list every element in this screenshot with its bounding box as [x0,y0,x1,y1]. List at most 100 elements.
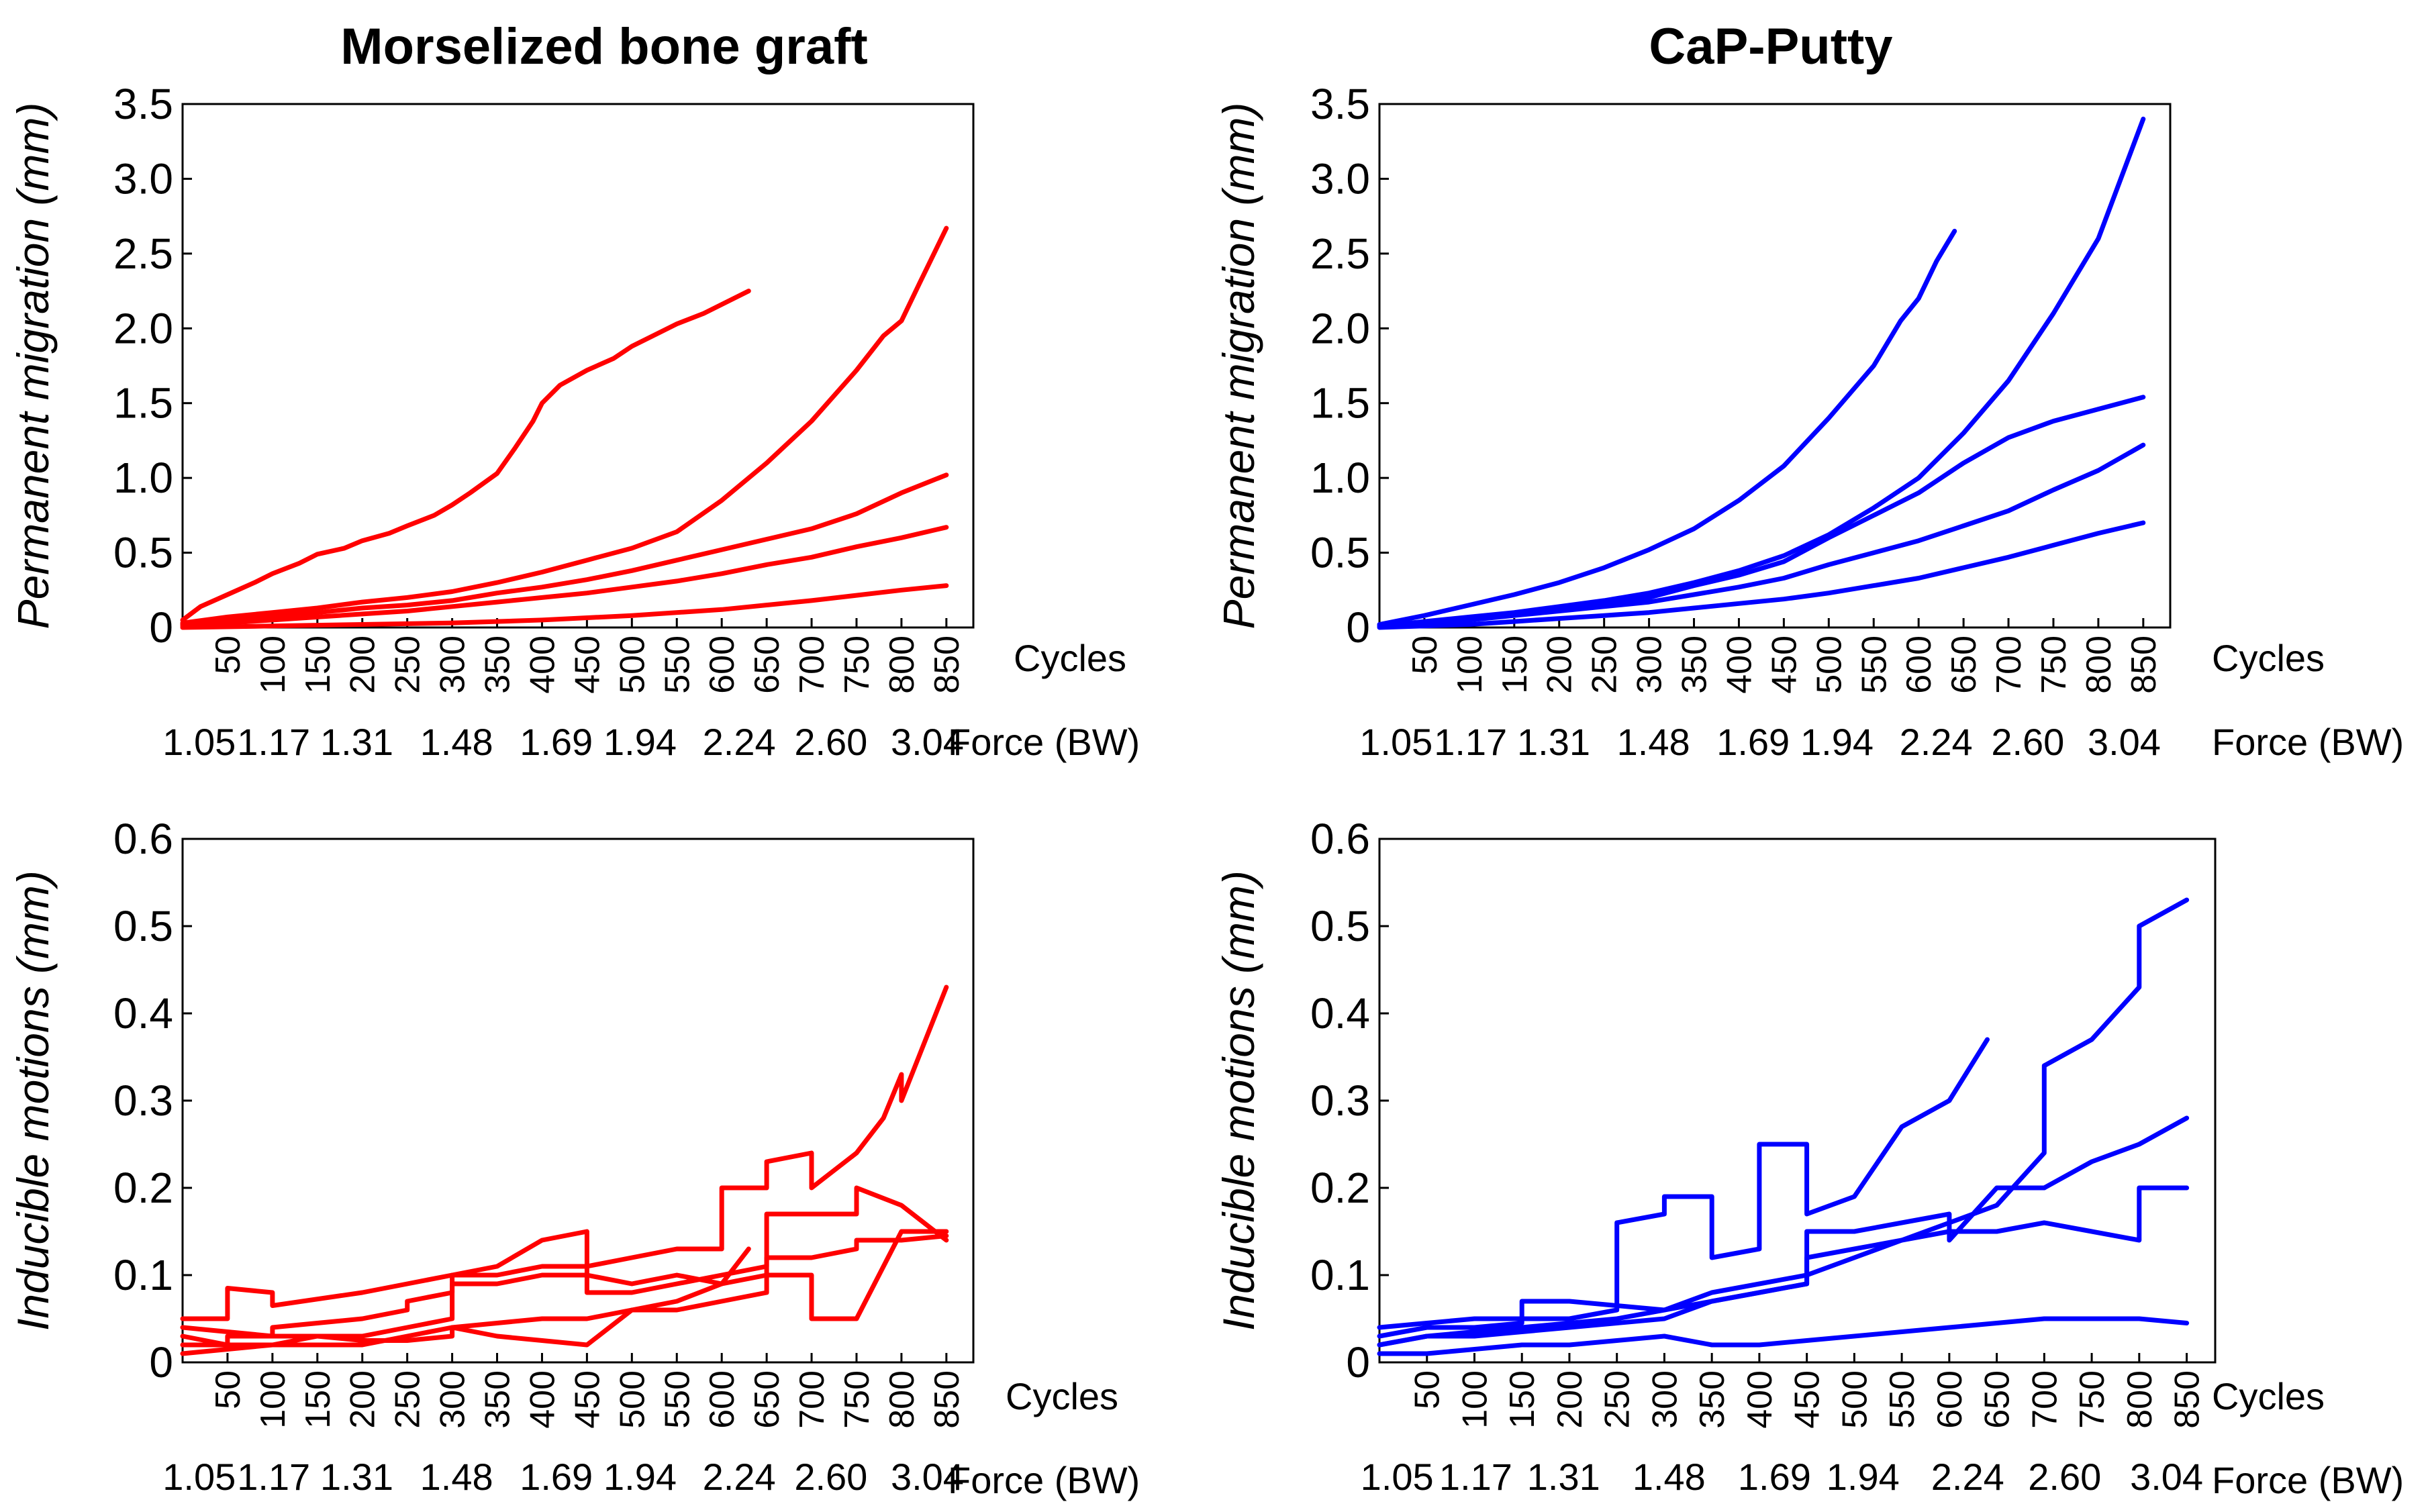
y-tick-label: 0.2 [113,1164,173,1212]
force-tick-label: 1.48 [1633,1456,1706,1498]
series-line-4 [1377,1185,2190,1348]
cycle-tick-label: 50 [209,1370,248,1409]
y-tick-label: 1.5 [113,379,173,427]
y-tick-label: 0.5 [1310,529,1370,577]
x-axis-label-force: Force (BW) [948,721,1140,763]
force-tick-label: 2.24 [703,721,776,763]
cycle-tick-label: 150 [299,1370,338,1429]
cycle-tick-label: 650 [1945,636,1984,694]
series-line-5 [1377,520,2146,630]
cycle-tick-label: 700 [793,1370,832,1429]
cycle-tick-label: 800 [883,636,922,694]
force-tick-label: 3.04 [891,721,964,763]
cycle-tick-label: 100 [254,1370,293,1429]
force-tick-label: 1.94 [1800,721,1874,763]
cycle-tick-label: 800 [2080,636,2119,694]
cycle-tick-label: 200 [1551,1370,1590,1429]
cycle-tick-label: 300 [434,636,473,694]
cycle-tick-label: 650 [748,636,787,694]
cycle-tick-label: 400 [523,1370,562,1429]
cycle-tick-label: 600 [1900,636,1939,694]
x-axis-label-cycles: Cycles [2212,1375,2325,1417]
force-tick-label: 2.60 [794,1456,867,1498]
x-axis-label-force: Force (BW) [948,1459,1140,1501]
cycle-tick-label: 200 [344,1370,383,1429]
cycle-tick-label: 600 [703,636,742,694]
force-tick-label: 1.31 [320,1456,393,1498]
force-tick-label: 1.31 [1517,721,1590,763]
cycle-tick-label: 350 [479,636,518,694]
series-line-3 [180,472,949,627]
plot-frame [181,838,975,1364]
force-tick-label: 1.17 [237,1456,310,1498]
cycle-tick-label: 200 [1541,636,1580,694]
y-tick-label: 0.3 [113,1076,173,1125]
cycle-tick-label: 100 [254,636,293,694]
series-line-2 [180,225,949,625]
cycle-tick-label: 100 [1455,1370,1494,1429]
cycle-tick-label: 400 [1741,1370,1780,1429]
series-line-5 [1377,1316,2190,1356]
force-tick-label: 1.69 [520,1456,593,1498]
cycle-tick-label: 600 [1931,1370,1970,1429]
force-tick-label: 2.24 [1900,721,1973,763]
series-line-3 [1377,395,2146,629]
panel-title: CaP-Putty [1649,18,1892,75]
x-axis-label-cycles: Cycles [2212,637,2325,679]
cycle-tick-label: 550 [1855,636,1894,694]
y-axis-label: Inducible motions (mm) [8,870,58,1331]
cycle-tick-label: 450 [568,1370,607,1429]
y-tick-label: 3.0 [1310,154,1370,203]
series-line-4 [1377,442,2146,629]
panel-morselized-inducible: Inducible motions (mm) Cycles Force (BW)… [8,815,1140,1501]
series-line-5 [180,583,949,630]
series-line-1 [1377,228,1957,627]
cycle-tick-label: 450 [1788,1370,1827,1429]
y-tick-label: 0.1 [113,1251,173,1299]
force-tick-label: 1.94 [1827,1456,1900,1498]
y-tick-label: 0 [1346,1338,1370,1387]
y-tick-label: 3.0 [113,154,173,203]
series-line-5 [180,1246,751,1348]
y-tick-label: 3.5 [1310,80,1370,128]
y-tick-label: 1.0 [1310,454,1370,502]
force-tick-label: 1.17 [1434,721,1507,763]
cycle-tick-label: 500 [1810,636,1849,694]
cycle-tick-label: 700 [2025,1370,2064,1429]
series-line-1 [180,985,949,1348]
cycle-tick-label: 150 [1496,636,1535,694]
force-tick-label: 1.94 [603,721,677,763]
cycle-tick-label: 50 [209,636,248,674]
panel-cap-putty-migration: CaP-Putty Permanent migration (mm) Cycle… [1214,18,2404,763]
y-tick-label: 0.2 [1310,1164,1370,1212]
cycle-tick-label: 800 [883,1370,922,1429]
cycle-tick-label: 750 [838,1370,877,1429]
cycle-tick-label: 500 [613,636,652,694]
cycle-tick-label: 50 [1406,636,1445,674]
y-tick-label: 0.5 [113,902,173,950]
plot-frame [181,103,975,629]
force-tick-label: 1.05 [162,721,236,763]
cycle-tick-label: 150 [299,636,338,694]
force-tick-label: 1.05 [1359,721,1432,763]
y-tick-label: 0.5 [1310,902,1370,950]
cycle-tick-label: 600 [703,1370,742,1429]
cycle-tick-label: 500 [1835,1370,1874,1429]
force-tick-label: 1.31 [320,721,393,763]
force-tick-label: 2.24 [703,1456,776,1498]
x-axis-label-force: Force (BW) [2212,721,2404,763]
cycle-tick-label: 350 [479,1370,518,1429]
series-line-1 [1377,1037,1990,1330]
y-tick-label: 0.6 [113,815,173,863]
force-tick-label: 1.48 [420,721,493,763]
force-tick-label: 1.69 [1738,1456,1811,1498]
series-line-2 [1377,897,2190,1348]
cycle-tick-label: 200 [344,636,383,694]
cycle-tick-label: 700 [793,636,832,694]
x-axis-label-cycles: Cycles [1006,1375,1118,1417]
series-line-4 [180,525,949,629]
cycle-tick-label: 350 [1675,636,1714,694]
cycle-tick-label: 650 [1978,1370,2017,1429]
cycle-tick-label: 550 [658,636,697,694]
cycle-tick-label: 250 [1586,636,1624,694]
